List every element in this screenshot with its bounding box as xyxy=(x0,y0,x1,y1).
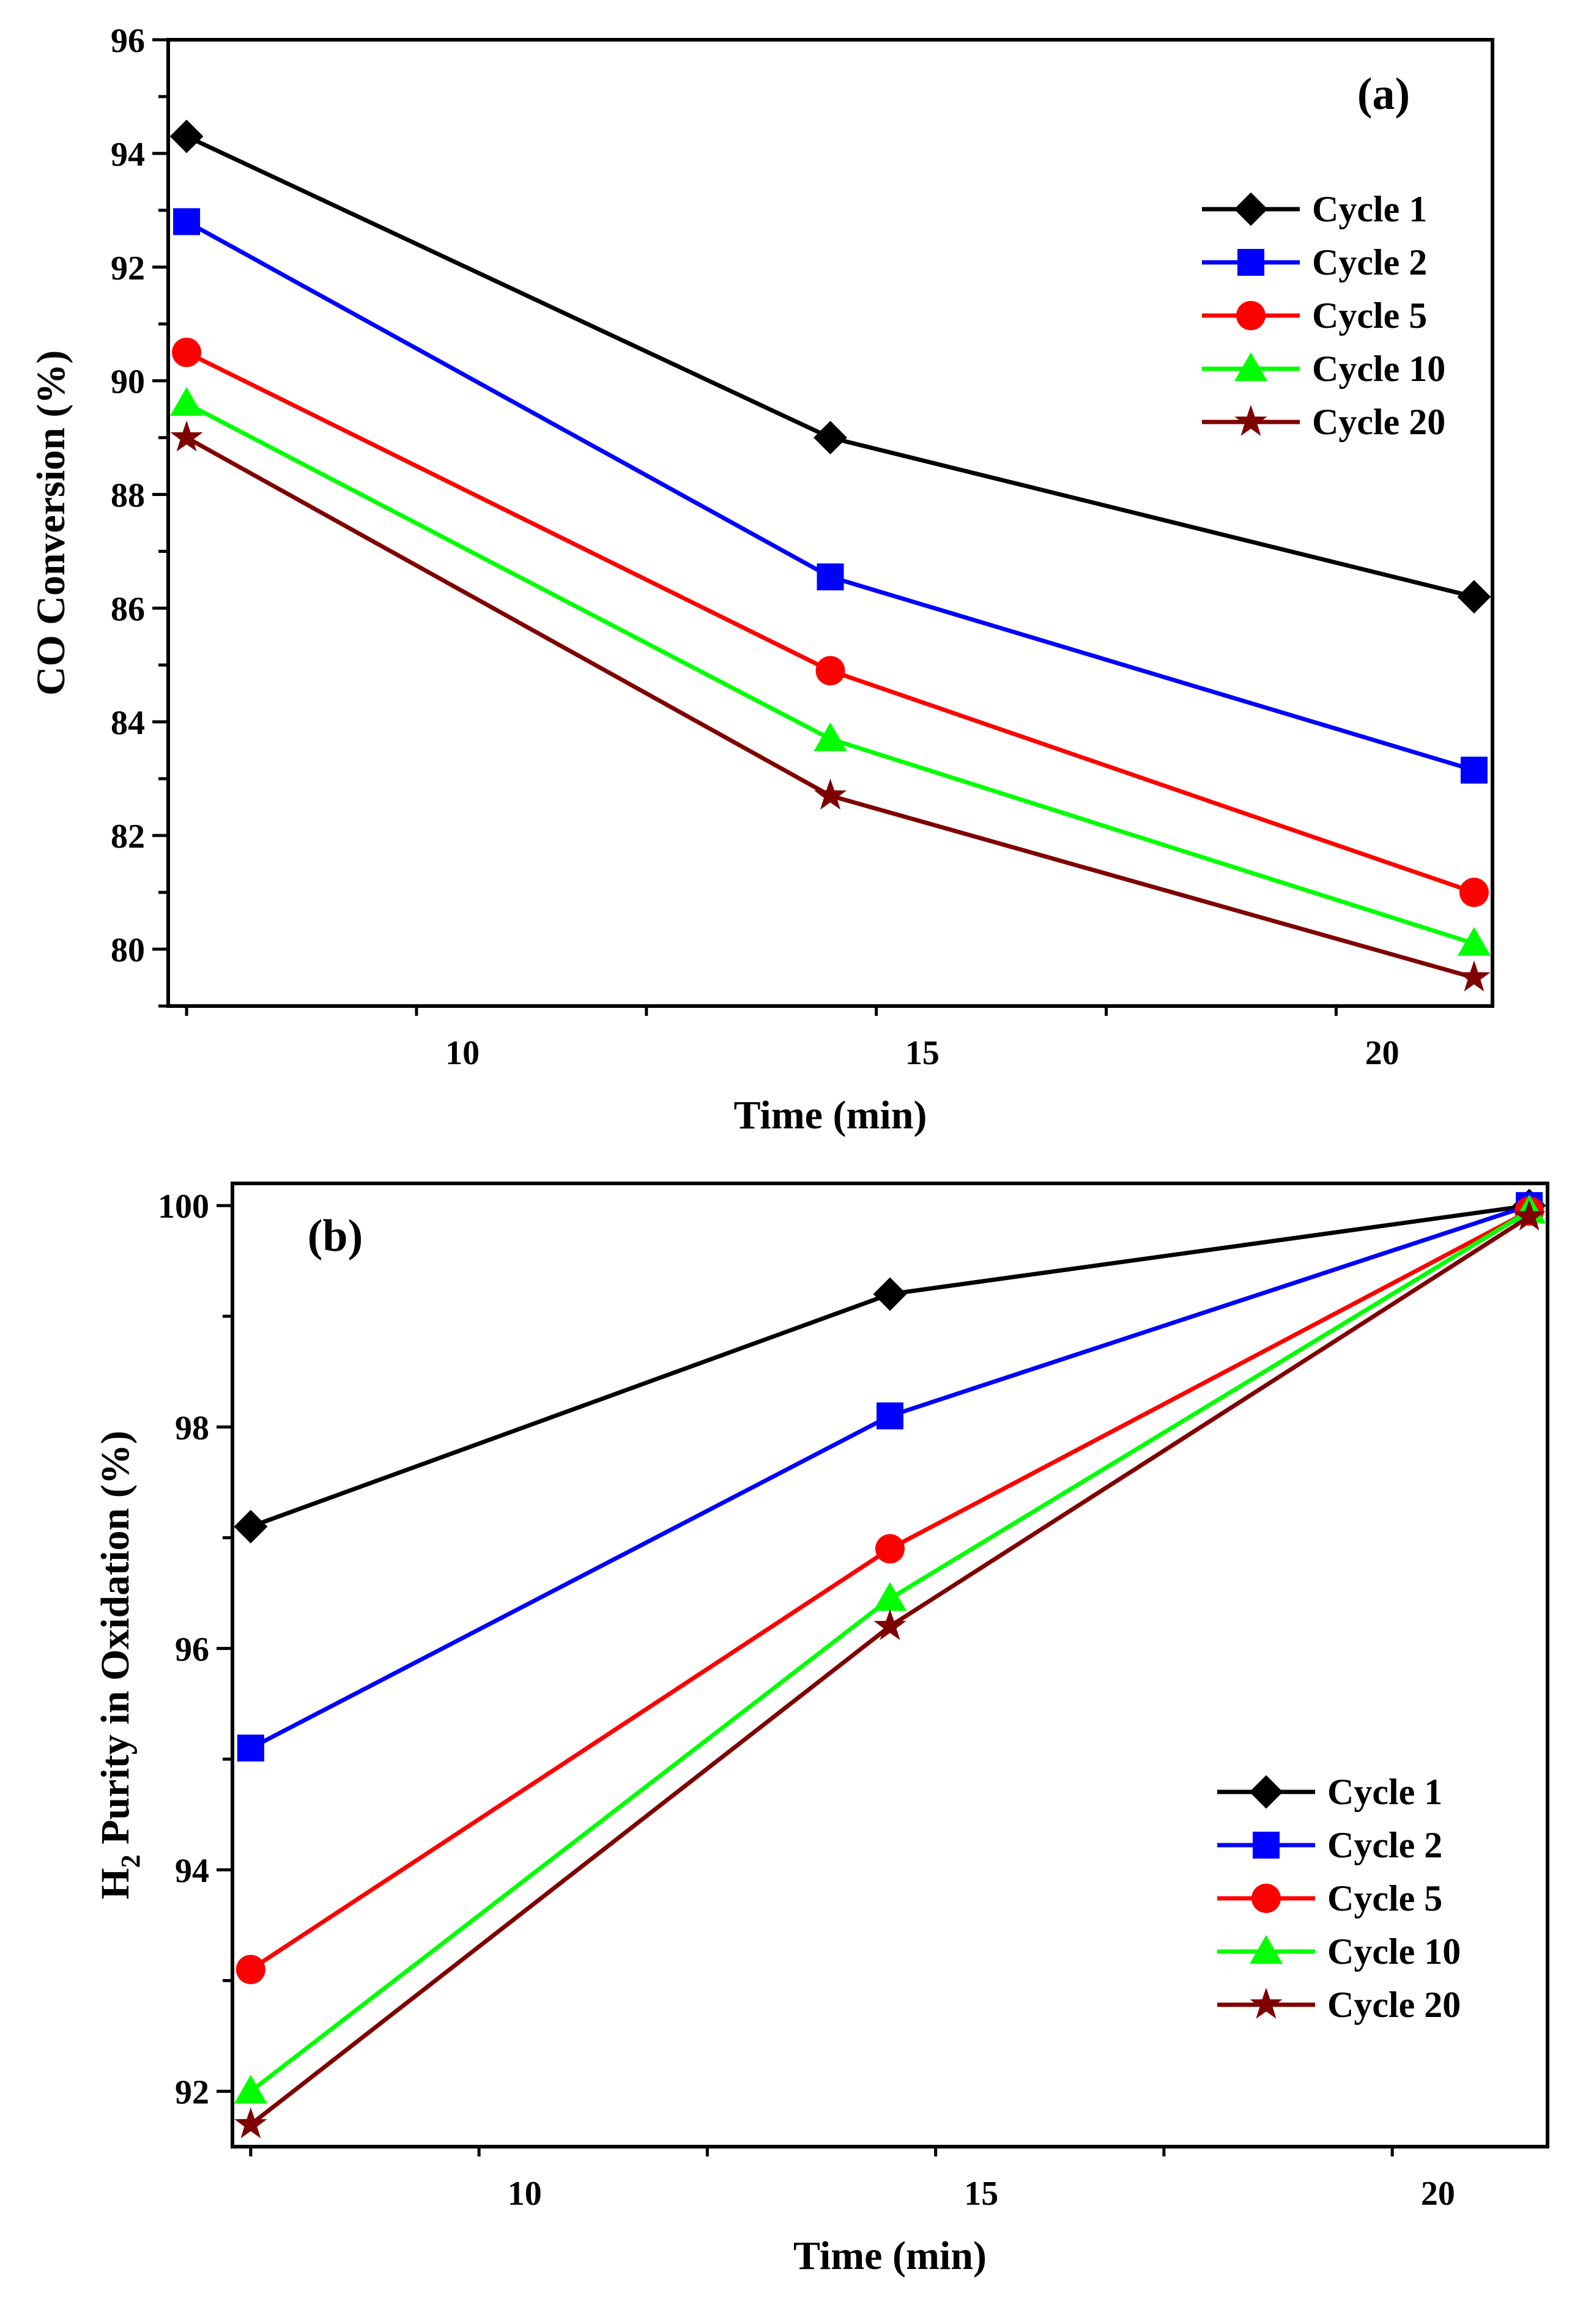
legend-label: Cycle 20 xyxy=(1312,402,1445,442)
figure: 10 15 20 80 82 84 86 88 90 92 94 96 Time (min) CO Con… xyxy=(0,0,1583,2324)
panel-label: (a) xyxy=(1357,69,1410,119)
legend: Cycle 1 Cycle 2 Cycle 5 Cycle 10 Cycle 20 xyxy=(1217,1772,1461,2025)
legend-item: Cycle 20 xyxy=(1202,402,1445,442)
data-point-marker xyxy=(874,1278,906,1310)
y-tick-label: 96 xyxy=(111,22,145,60)
data-point-marker xyxy=(235,1511,267,1542)
series-cycle-20 xyxy=(170,421,1490,992)
x-tick-label: 10 xyxy=(445,1034,480,1072)
x-tick-label: 15 xyxy=(964,2175,998,2213)
legend-label: Cycle 10 xyxy=(1327,1931,1461,1972)
legend-marker xyxy=(1250,1776,1282,1808)
panel-b-chart: 10 15 20 92 94 96 98 100 Time (min) H2 Purity in … xyxy=(93,1183,1548,2278)
data-point-marker xyxy=(1458,581,1490,613)
data-point-marker xyxy=(875,1534,905,1563)
data-point-marker xyxy=(814,722,847,751)
legend-label: Cycle 5 xyxy=(1312,295,1427,336)
x-tick-label: 15 xyxy=(905,1034,940,1072)
y-tick-label: 88 xyxy=(111,477,145,515)
x-tick-label: 10 xyxy=(508,2175,542,2213)
data-point-marker xyxy=(877,1402,903,1429)
legend-label: Cycle 5 xyxy=(1327,1878,1442,1919)
y-tick-label: 84 xyxy=(111,704,145,742)
legend-label: Cycle 20 xyxy=(1327,1985,1461,2025)
data-point-marker xyxy=(172,338,201,367)
series-cycle-1 xyxy=(235,1190,1545,1542)
data-point-marker xyxy=(1459,878,1489,907)
legend-marker xyxy=(1237,249,1264,276)
y-tick-label: 92 xyxy=(175,2073,209,2111)
x-tick-label: 20 xyxy=(1365,1034,1399,1072)
series-line xyxy=(187,438,1474,978)
x-axis-label: Time (min) xyxy=(793,2233,987,2278)
data-point-marker xyxy=(816,656,845,686)
legend-item: Cycle 10 xyxy=(1217,1931,1461,1972)
y-axis-label-main: H xyxy=(93,1868,138,1899)
y-tick-label: 86 xyxy=(111,590,145,628)
legend-item: Cycle 1 xyxy=(1217,1772,1442,1812)
series-cycle-2 xyxy=(173,208,1488,783)
legend-marker xyxy=(1253,1832,1280,1859)
legend-item: Cycle 5 xyxy=(1217,1878,1442,1919)
y-tick-label: 94 xyxy=(175,1852,209,1890)
x-tick-label: 20 xyxy=(1421,2175,1455,2213)
y-axis-label: CO Conversion (%) xyxy=(29,350,73,696)
data-point-marker xyxy=(234,2108,267,2139)
x-axis-label: Time (min) xyxy=(734,1093,927,1138)
series-line xyxy=(187,221,1474,770)
panel-label: (b) xyxy=(308,1211,363,1261)
data-point-marker xyxy=(171,120,202,152)
plot-frame xyxy=(168,40,1492,1006)
legend-item: Cycle 10 xyxy=(1202,349,1445,389)
data-point-marker xyxy=(817,563,844,590)
data-point-marker xyxy=(170,421,202,452)
y-tick-label: 100 xyxy=(158,1188,209,1226)
y-tick-label: 82 xyxy=(111,818,145,856)
legend-label: Cycle 10 xyxy=(1312,349,1445,389)
data-point-marker xyxy=(814,779,847,810)
y-axis-label-rest: Purity in Oxidation (%) xyxy=(93,1430,138,1854)
data-point-marker xyxy=(815,422,847,454)
legend: Cycle 1 Cycle 2 Cycle 5 Cycle 10 Cycle 20 xyxy=(1202,189,1445,442)
y-axis-label: H2 Purity in Oxidation (%) xyxy=(93,1430,146,1899)
y-tick-label: 92 xyxy=(111,250,145,287)
legend-marker xyxy=(1251,1884,1281,1913)
data-point-marker xyxy=(236,1955,265,1984)
legend-item: Cycle 2 xyxy=(1217,1825,1442,1865)
legend-label: Cycle 2 xyxy=(1312,242,1427,283)
data-point-marker xyxy=(234,2074,267,2103)
legend-item: Cycle 20 xyxy=(1217,1985,1461,2025)
legend-item: Cycle 2 xyxy=(1202,242,1427,283)
legend-label: Cycle 2 xyxy=(1327,1825,1442,1865)
y-tick-label: 98 xyxy=(175,1409,209,1447)
y-tick-label: 96 xyxy=(175,1630,209,1668)
data-point-marker xyxy=(873,1582,906,1611)
data-point-marker xyxy=(173,208,200,235)
series-line xyxy=(187,136,1474,597)
panel-a-chart: 10 15 20 80 82 84 86 88 90 92 94 96 Time (min) CO Con… xyxy=(29,22,1492,1138)
y-tick-label: 90 xyxy=(111,363,145,401)
data-point-marker xyxy=(1461,757,1488,783)
legend-marker xyxy=(1235,193,1267,225)
series-line xyxy=(251,1205,1529,1527)
data-point-marker xyxy=(170,387,203,416)
legend-item: Cycle 5 xyxy=(1202,295,1427,336)
legend-marker xyxy=(1236,301,1266,330)
legend-item: Cycle 1 xyxy=(1202,189,1427,229)
legend-label: Cycle 1 xyxy=(1312,189,1427,229)
y-tick-label: 94 xyxy=(111,136,145,174)
y-tick-label: 80 xyxy=(111,931,145,969)
data-point-marker xyxy=(237,1734,264,1761)
legend-label: Cycle 1 xyxy=(1327,1772,1442,1812)
y-axis-label-subscript: 2 xyxy=(116,1854,146,1868)
